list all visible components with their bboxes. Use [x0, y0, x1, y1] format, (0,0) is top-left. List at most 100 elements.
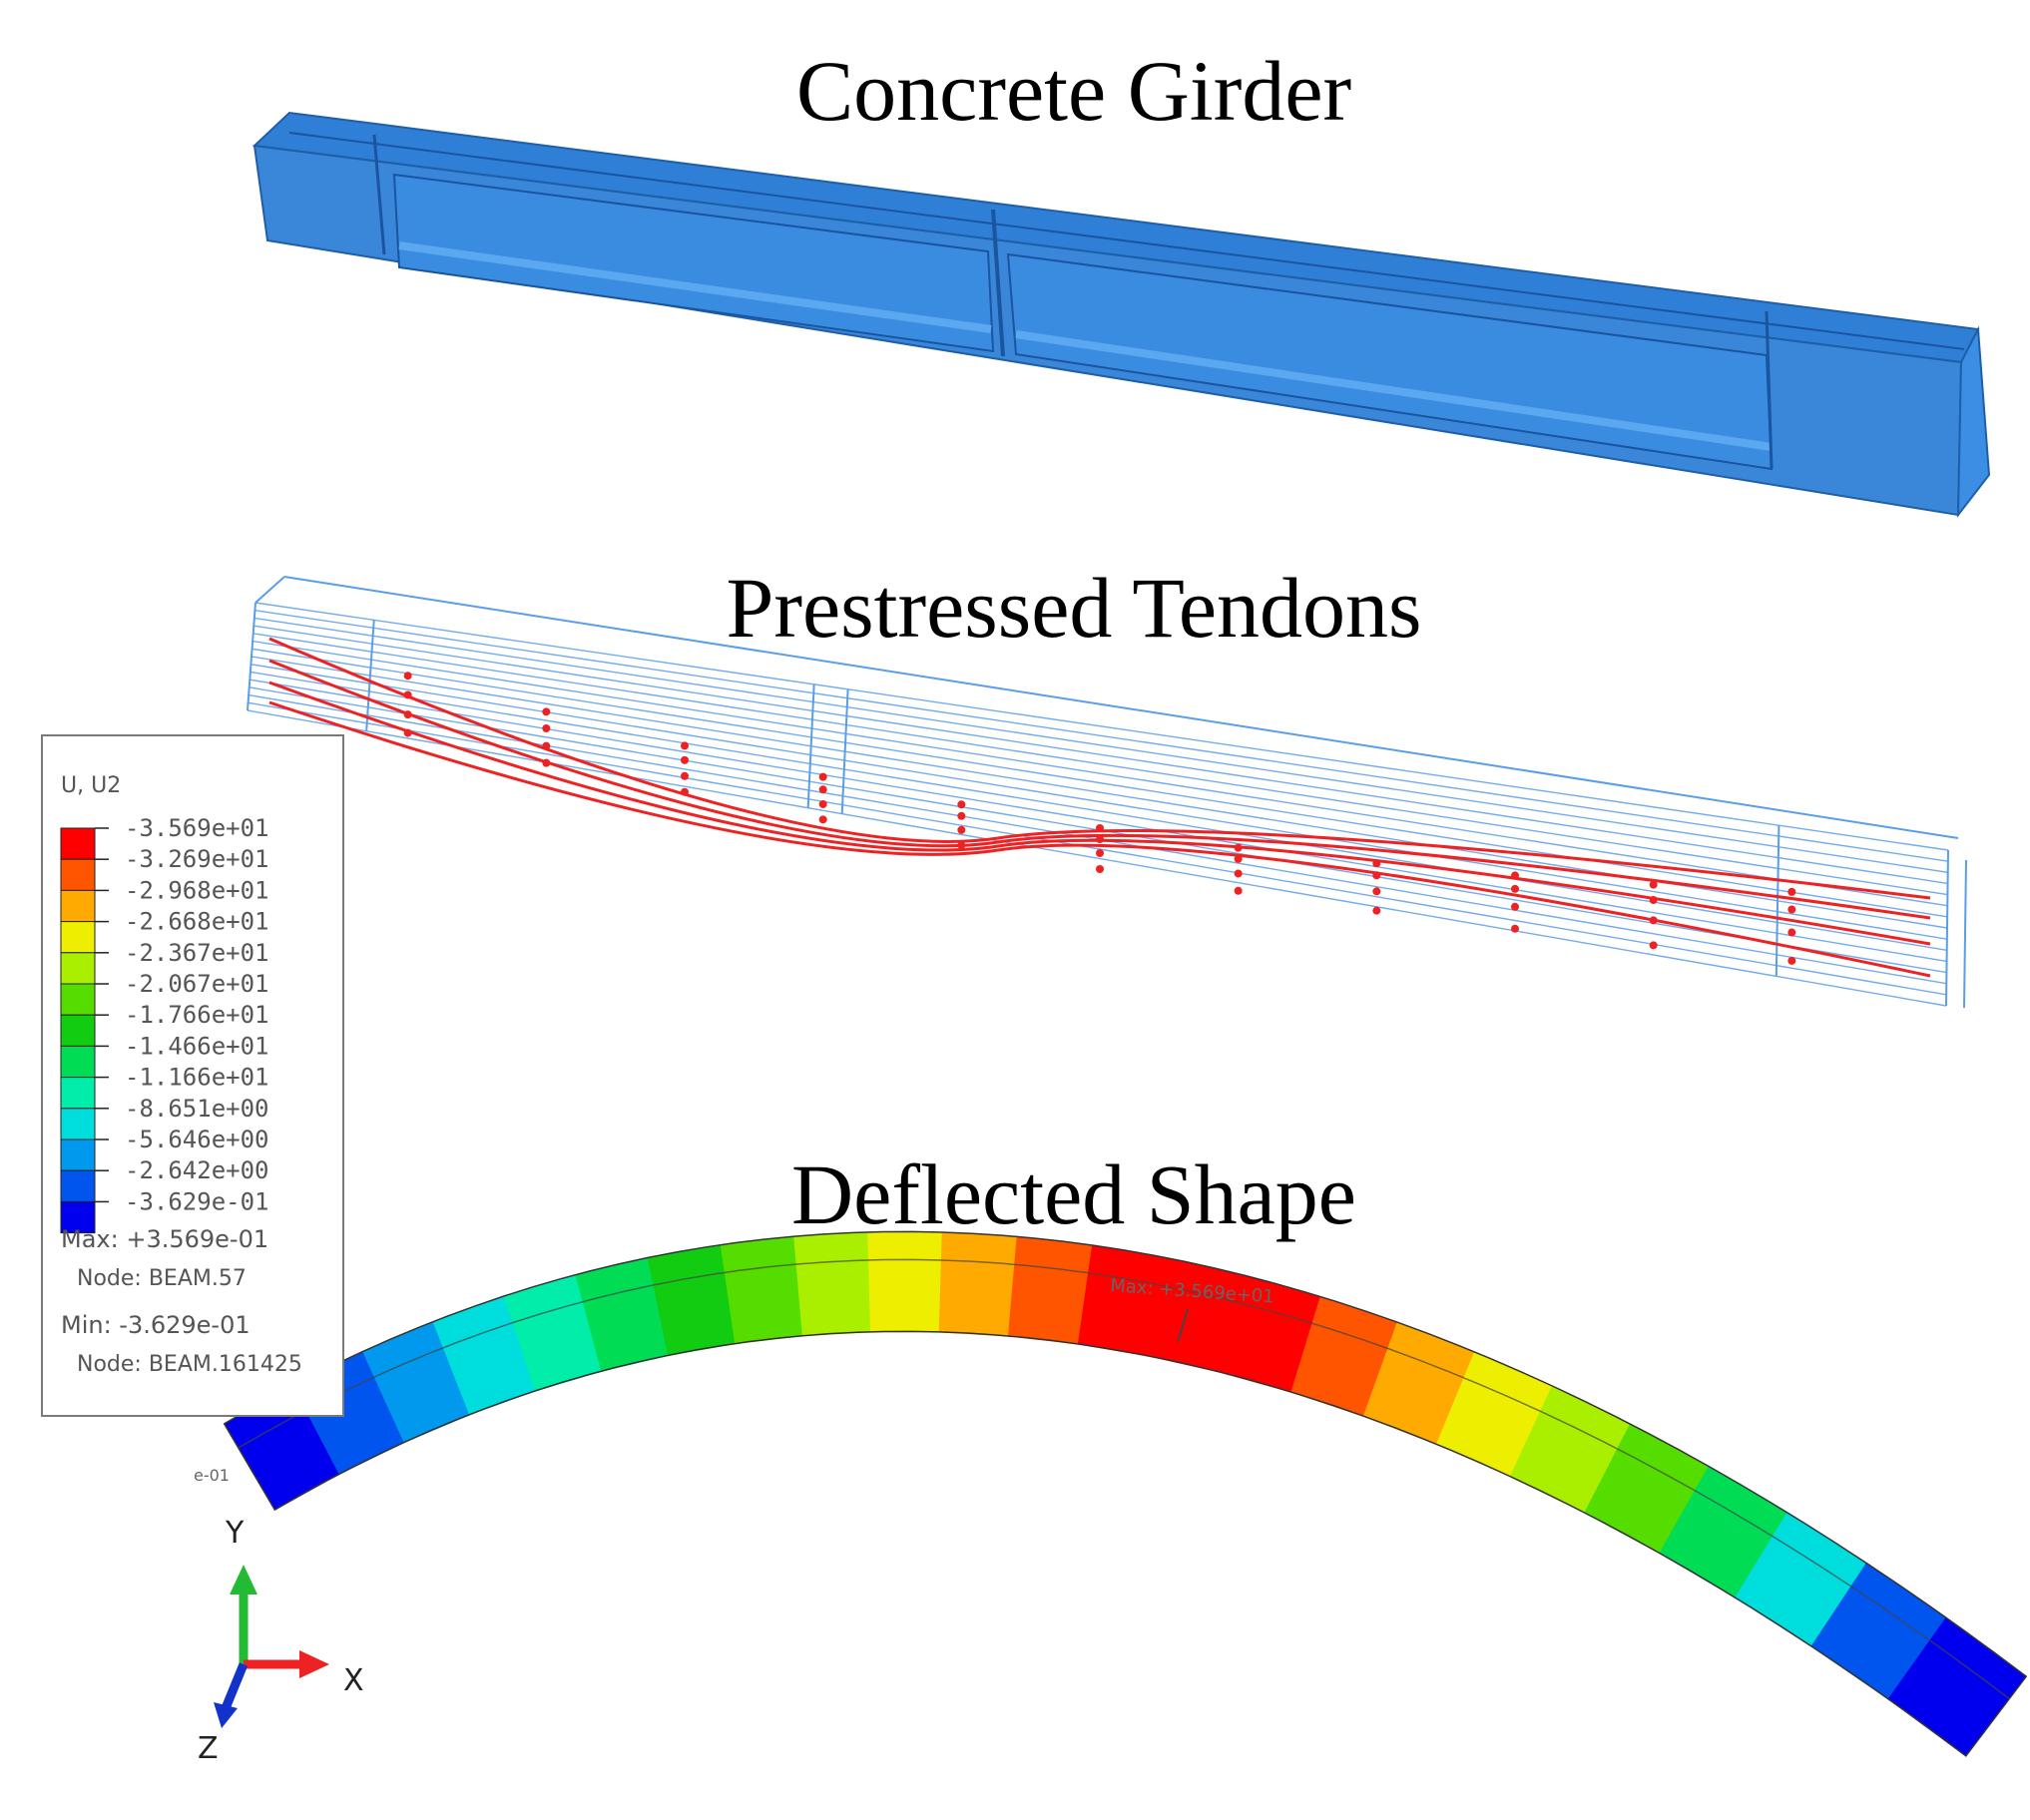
- legend-value: -3.269e+01: [125, 845, 269, 873]
- girder-diaphragm-mid: [991, 209, 1005, 357]
- deflected-beam-outline: [223, 1230, 2028, 1757]
- wireframe-line: [250, 671, 1947, 951]
- legend-max-label: Max: +3.569e-01: [61, 1225, 268, 1253]
- tendon-node: [1234, 869, 1243, 878]
- triad-x-label: X: [343, 1663, 364, 1698]
- triad-x-arrowhead: [299, 1650, 329, 1678]
- tendon-node: [957, 800, 966, 809]
- tendon-node: [1096, 849, 1104, 857]
- wireframe-end-edge: [1945, 849, 1949, 1007]
- max-marker-leader: [1177, 1308, 1189, 1343]
- deflection-band: [720, 1235, 803, 1345]
- legend-min-node: Node: BEAM.161425: [77, 1352, 302, 1377]
- wireframe-diaphragm: [840, 688, 849, 814]
- wireframe-line: [254, 602, 1949, 851]
- legend-swatch: [60, 889, 96, 923]
- legend-value: -8.651e+00: [125, 1095, 269, 1123]
- triad-z-axis: [221, 1662, 249, 1710]
- tendon-node: [542, 741, 551, 750]
- legend-value: -1.466e+01: [125, 1032, 269, 1060]
- tendon-node: [681, 741, 689, 750]
- tendon-node: [1787, 928, 1796, 937]
- tendon-wireframe-model: [247, 576, 1967, 1009]
- legend-swatch: [60, 1169, 96, 1202]
- legend-swatch: [60, 1108, 96, 1140]
- tendon: [268, 637, 1931, 900]
- legend-swatch: [60, 952, 96, 985]
- legend-value: -1.166e+01: [125, 1064, 269, 1092]
- tendon-node: [818, 785, 827, 794]
- tendon-node: [1096, 865, 1104, 873]
- triad-z-label: Z: [198, 1731, 219, 1766]
- deflected-shape-model: Max: +3.569e+01 e-01: [194, 1230, 2028, 1757]
- girder-flange-line-left: [398, 241, 992, 333]
- title-deflected-shape: Deflected Shape: [791, 1146, 1356, 1242]
- legend-variable-label: U, U2: [61, 773, 121, 798]
- title-concrete-girder: Concrete Girder: [795, 43, 1352, 139]
- girder-diaphragm-left: [372, 134, 386, 255]
- wireframe-line: [247, 709, 1947, 1007]
- tendon: [268, 700, 1931, 978]
- axis-triad: Y X Z: [198, 1516, 364, 1766]
- tendon-node: [1649, 880, 1658, 889]
- legend-value: -1.766e+01: [125, 1001, 269, 1029]
- contour-legend-graphic: U, U2 -3.569e+01 -3.269e+01 -2.968e+01 -2.6…: [60, 773, 302, 1377]
- triad-y-arrowhead: [230, 1565, 257, 1594]
- wireframe-line: [253, 640, 1948, 907]
- legend-swatch: [60, 1200, 96, 1234]
- legend-swatch: [60, 1045, 96, 1079]
- title-prestressed-tendons: Prestressed Tendons: [726, 560, 1422, 656]
- wireframe-top-edge: [283, 576, 1959, 839]
- deflection-contour-bands: [223, 1231, 2027, 1757]
- tendon-node: [542, 724, 551, 732]
- legend-swatch: [60, 858, 96, 891]
- girder-end-face: [1956, 325, 1991, 518]
- tendon-node: [403, 690, 412, 699]
- girder-wireframe-lines: [247, 576, 1967, 1009]
- tendon-node: [1787, 905, 1796, 914]
- girder-top-edge-line: [288, 132, 1965, 350]
- legend-swatch: [60, 921, 96, 954]
- tendon-node: [542, 758, 551, 767]
- tendon-node: [1787, 887, 1796, 896]
- tendon-node: [957, 841, 966, 850]
- legend-value: -3.629e-01: [125, 1187, 269, 1215]
- wireframe-line: [254, 610, 1948, 862]
- triad-z-arrowhead: [214, 1702, 238, 1728]
- tendon: [268, 681, 1931, 946]
- legend-value: -2.367e+01: [125, 939, 269, 967]
- wireframe-top-edge: [254, 576, 285, 604]
- tendon-node: [403, 710, 412, 719]
- wireframe-line: [251, 664, 1947, 940]
- legend-value-labels: -3.569e+01 -3.269e+01 -2.968e+01 -2.668e+01…: [125, 814, 269, 1215]
- tendon-node: [1234, 886, 1243, 895]
- tendon-node: [957, 811, 966, 820]
- legend-value: -2.642e+00: [125, 1156, 269, 1184]
- wireframe-diaphragm: [1775, 825, 1780, 977]
- deflection-band: [938, 1231, 1018, 1337]
- tendon-node: [818, 815, 827, 824]
- tendon-node: [1372, 887, 1381, 896]
- tendon-node: [1096, 824, 1104, 832]
- wireframe-end-edge: [247, 602, 256, 711]
- tendon-node: [542, 707, 551, 716]
- wireframe-line: [250, 679, 1947, 963]
- deflected-beam-web-line: [238, 1258, 2010, 1700]
- wireframe-line: [248, 701, 1947, 996]
- wireframe-line: [254, 625, 1948, 885]
- tendon-node: [403, 672, 412, 681]
- girder-diaphragm-right: [1765, 310, 1774, 470]
- tendon-node: [1511, 902, 1519, 911]
- triad-y-label: Y: [225, 1516, 245, 1551]
- wireframe-line: [251, 656, 1948, 929]
- legend-value: -5.646e+00: [125, 1126, 269, 1153]
- edge-marker-label: e-01: [194, 1466, 230, 1485]
- legend-swatch: [60, 827, 96, 860]
- concrete-girder-model: [252, 111, 1991, 518]
- deflection-band: [1007, 1235, 1094, 1345]
- tendon-node: [1787, 956, 1796, 965]
- legend-value: -3.569e+01: [125, 814, 269, 842]
- legend-min-label: Min: -3.629e-01: [61, 1311, 251, 1339]
